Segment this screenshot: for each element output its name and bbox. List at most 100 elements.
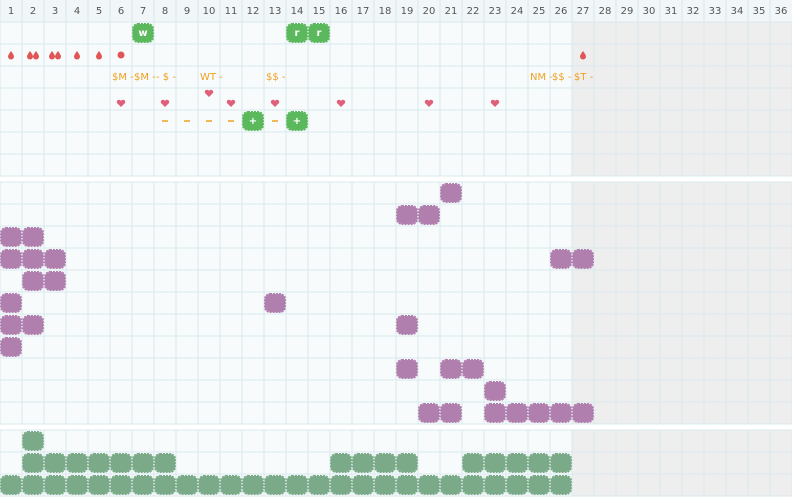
heart-icon bbox=[490, 99, 500, 107]
day-number: 14 bbox=[291, 6, 304, 17]
blob bbox=[374, 453, 396, 473]
day-number: 27 bbox=[577, 6, 590, 17]
blob bbox=[396, 359, 418, 379]
blob bbox=[154, 475, 176, 495]
blob bbox=[418, 475, 440, 495]
drop-icon bbox=[55, 51, 61, 60]
day-number: 23 bbox=[489, 6, 502, 17]
day-number: 24 bbox=[511, 6, 524, 17]
day-number: 16 bbox=[335, 6, 348, 17]
day-number: 19 bbox=[401, 6, 414, 17]
dot-icon bbox=[117, 51, 125, 59]
blob bbox=[550, 453, 572, 473]
blob bbox=[330, 453, 352, 473]
blob bbox=[66, 475, 88, 495]
heart-icon bbox=[226, 99, 236, 107]
blob bbox=[132, 475, 154, 495]
blob bbox=[176, 475, 198, 495]
plus-label: + bbox=[293, 116, 301, 127]
badge-label: r bbox=[317, 28, 322, 39]
day-number: 25 bbox=[533, 6, 546, 17]
blob bbox=[44, 475, 66, 495]
drop-icon bbox=[27, 51, 33, 60]
note: - $ - bbox=[156, 72, 176, 83]
blob bbox=[550, 249, 572, 269]
day-number: 21 bbox=[445, 6, 458, 17]
blob bbox=[572, 249, 594, 269]
blob bbox=[88, 453, 110, 473]
blob bbox=[0, 337, 22, 357]
blob bbox=[418, 205, 440, 225]
day-number: 11 bbox=[225, 6, 238, 17]
blob bbox=[22, 249, 44, 269]
blob bbox=[242, 111, 264, 131]
blob bbox=[44, 271, 66, 291]
day-number: 8 bbox=[162, 6, 168, 17]
drop-icon bbox=[33, 51, 39, 60]
note: $T - bbox=[574, 72, 594, 83]
day-number: 35 bbox=[753, 6, 766, 17]
blob bbox=[22, 475, 44, 495]
day-number: 30 bbox=[643, 6, 656, 17]
day-number: 7 bbox=[140, 6, 146, 17]
blob bbox=[462, 475, 484, 495]
blob bbox=[44, 453, 66, 473]
drop-icon bbox=[8, 51, 14, 60]
note: $M - bbox=[134, 72, 156, 83]
blob bbox=[396, 315, 418, 335]
heart-icon bbox=[336, 99, 346, 107]
blob bbox=[286, 475, 308, 495]
day-number: 3 bbox=[52, 6, 58, 17]
blob bbox=[154, 453, 176, 473]
blob bbox=[528, 403, 550, 423]
day-number: 13 bbox=[269, 6, 282, 17]
blob bbox=[528, 475, 550, 495]
blob bbox=[22, 227, 44, 247]
blob bbox=[110, 453, 132, 473]
blob bbox=[484, 453, 506, 473]
day-number: 6 bbox=[118, 6, 124, 17]
day-number: 33 bbox=[709, 6, 722, 17]
blob bbox=[506, 475, 528, 495]
badge-label: w bbox=[138, 28, 147, 39]
blob bbox=[22, 271, 44, 291]
heart-icon bbox=[116, 99, 126, 107]
blob bbox=[264, 293, 286, 313]
blob bbox=[264, 475, 286, 495]
day-number: 26 bbox=[555, 6, 568, 17]
blob bbox=[550, 403, 572, 423]
day-number: 10 bbox=[203, 6, 216, 17]
blob bbox=[242, 475, 264, 495]
blob bbox=[0, 315, 22, 335]
badge-label: r bbox=[295, 28, 300, 39]
blob bbox=[440, 403, 462, 423]
day-number: 15 bbox=[313, 6, 326, 17]
blob bbox=[396, 205, 418, 225]
day-number: 29 bbox=[621, 6, 634, 17]
blob bbox=[396, 453, 418, 473]
blob bbox=[462, 453, 484, 473]
blob bbox=[440, 183, 462, 203]
blob bbox=[0, 249, 22, 269]
day-number: 2 bbox=[30, 6, 36, 17]
blob bbox=[506, 403, 528, 423]
day-number: 22 bbox=[467, 6, 480, 17]
blob bbox=[396, 475, 418, 495]
blob bbox=[440, 475, 462, 495]
drop-icon bbox=[96, 51, 102, 60]
blob bbox=[484, 381, 506, 401]
drop-icon bbox=[49, 51, 55, 60]
blob bbox=[462, 359, 484, 379]
day-number: 18 bbox=[379, 6, 392, 17]
day-number: 9 bbox=[184, 6, 190, 17]
blob bbox=[308, 23, 330, 43]
blob bbox=[528, 453, 550, 473]
day-number: 5 bbox=[96, 6, 102, 17]
blob bbox=[220, 475, 242, 495]
day-number: 32 bbox=[687, 6, 700, 17]
note: $$ - bbox=[552, 72, 572, 83]
blob bbox=[110, 475, 132, 495]
note: $$ - bbox=[266, 72, 286, 83]
day-number: 1 bbox=[8, 6, 14, 17]
